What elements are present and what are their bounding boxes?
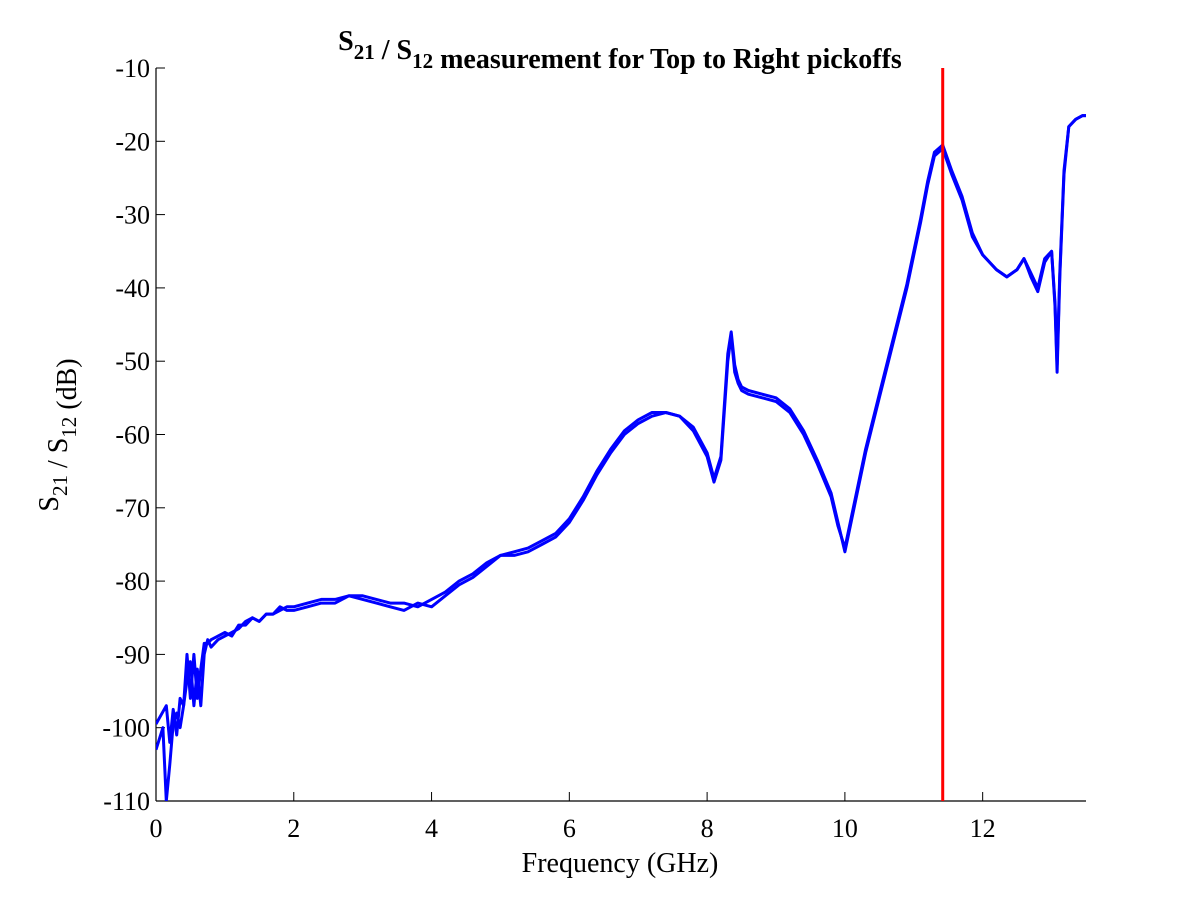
chart-title: S21 / S12 measurement for Top to Right p… [338,26,902,75]
x-axis-label: Frequency (GHz) [522,848,719,879]
x-tick-label: 12 [970,814,996,843]
y-axis-label: S21 / S12 (dB) [34,358,83,511]
series-line-1 [156,114,1086,744]
y-tick-label: -30 [115,201,150,230]
x-tick-label: 10 [832,814,858,843]
x-tick-label: 2 [287,814,300,843]
y-tick-label: -90 [115,640,150,669]
y-tick-label: -110 [103,787,150,816]
x-tick-label: 8 [701,814,714,843]
series-line-2 [156,114,1086,801]
x-tick-label: 6 [563,814,576,843]
y-tick-label: -80 [115,567,150,596]
x-tick-label: 4 [425,814,438,843]
x-tick-label: 0 [150,814,163,843]
plot-area: 0 2 4 6 8 10 12 -110 -100 -90 -80 -70 -60 -50 -40 -30 -2… [102,54,1086,843]
y-tick-label: -70 [115,494,150,523]
y-tick-label: -10 [115,54,150,83]
y-tick-label: -50 [115,347,150,376]
y-tick-label: -40 [115,274,150,303]
y-tick-label: -20 [115,127,150,156]
y-tick-label: -100 [102,714,150,743]
y-tick-label: -60 [115,421,150,450]
